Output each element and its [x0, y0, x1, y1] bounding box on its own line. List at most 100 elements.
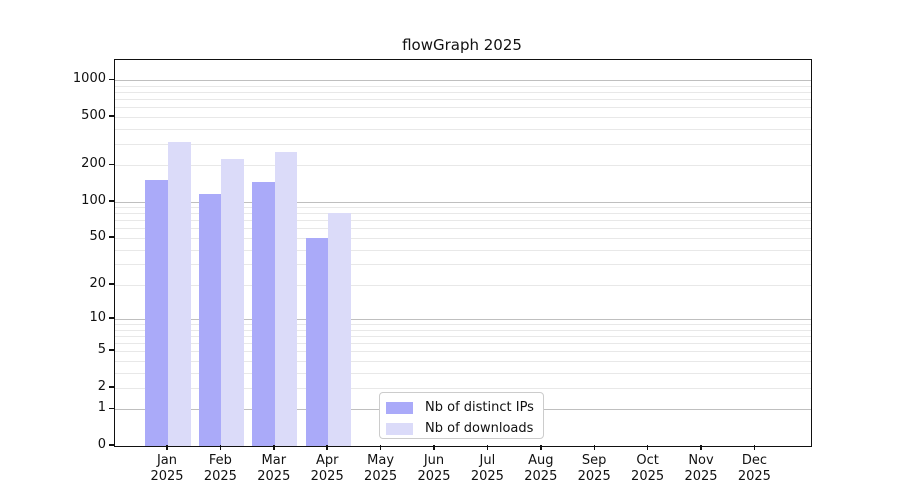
x-tick-mark-apr	[326, 445, 328, 450]
y-tick-mark-0	[109, 444, 114, 446]
y-tick-label-0: 0	[97, 437, 106, 452]
gridline-minor-30	[115, 264, 811, 266]
x-tick-year: 2025	[577, 469, 611, 484]
x-tick-mark-may	[379, 445, 382, 450]
gridline-minor-8	[115, 329, 811, 331]
x-tick-label-apr: Apr 2025	[295, 453, 359, 485]
x-tick-mark-sep	[593, 445, 595, 450]
gridline-minor-400	[115, 128, 811, 130]
x-tick-month: Mar	[261, 453, 287, 468]
x-tick-mark-dec	[753, 445, 756, 450]
x-tick-year: 2025	[150, 469, 184, 484]
x-tick-mark-jan	[166, 445, 168, 450]
x-tick-label-nov: Nov 2025	[669, 453, 733, 485]
y-tick-label-1: 1	[97, 400, 106, 416]
x-tick-label-dec: Dec 2025	[722, 453, 786, 485]
y-tick-label-200: 200	[81, 156, 106, 172]
legend-item-downloads: Nb of downloads	[386, 420, 533, 437]
gridline-minor-7	[115, 336, 811, 337]
x-tick-label-may: May 2025	[349, 453, 413, 485]
bar-ips-feb	[198, 193, 222, 446]
y-tick-mark-20	[109, 283, 114, 285]
y-tick-label-10: 10	[89, 310, 106, 326]
legend-label-distinct-ips: Nb of distinct IPs	[425, 400, 534, 415]
y-tick-mark-1	[109, 407, 114, 410]
x-tick-month: Jan	[156, 453, 178, 468]
gridline-minor-500	[115, 117, 811, 118]
x-tick-month: Feb	[208, 453, 232, 468]
x-tick-mark-oct	[646, 445, 649, 450]
x-tick-label-sep: Sep 2025	[562, 453, 626, 485]
gridline-minor-4	[115, 360, 811, 362]
x-tick-year: 2025	[684, 469, 718, 484]
y-tick-mark-200	[109, 163, 114, 166]
gridline-minor-90	[115, 207, 811, 209]
gridline-minor-5	[115, 351, 811, 353]
y-tick-mark-50	[109, 236, 114, 238]
y-tick-label-100: 100	[81, 192, 106, 208]
x-tick-label-jan: Jan 2025	[135, 453, 199, 485]
x-tick-label-jun: Jun 2025	[402, 453, 466, 485]
x-tick-year: 2025	[524, 469, 558, 484]
gridline-minor-800	[115, 92, 811, 94]
y-tick-mark-500	[109, 115, 114, 117]
x-tick-year: 2025	[257, 469, 291, 484]
gridline-major-10	[115, 319, 811, 321]
x-tick-year: 2025	[310, 469, 344, 484]
y-tick-label-1000: 1000	[72, 71, 106, 87]
x-tick-mark-aug	[540, 445, 542, 450]
bar-ips-apr	[305, 237, 329, 446]
x-tick-month: Oct	[636, 453, 659, 468]
y-tick-label-500: 500	[81, 108, 106, 123]
x-tick-mark-jun	[433, 445, 435, 450]
y-tick-label-50: 50	[89, 228, 106, 244]
gridline-minor-300	[115, 144, 811, 145]
legend-item-distinct-ips: Nb of distinct IPs	[386, 399, 534, 416]
legend-label-downloads: Nb of downloads	[425, 421, 534, 436]
gridline-minor-2	[115, 387, 811, 389]
x-tick-month: Apr	[315, 453, 339, 468]
y-tick-label-20: 20	[89, 275, 106, 291]
bar-downloads-apr	[328, 213, 351, 446]
x-tick-year: 2025	[364, 469, 398, 484]
gridline-minor-40	[115, 249, 811, 251]
y-tick-mark-100	[109, 200, 114, 202]
y-tick-mark-10	[109, 317, 114, 319]
y-tick-mark-1000	[109, 78, 114, 81]
gridline-minor-900	[115, 85, 811, 87]
gridline-minor-70	[115, 220, 811, 222]
x-tick-month: Jun	[423, 453, 445, 468]
legend-swatch-downloads	[386, 422, 413, 435]
x-tick-year: 2025	[470, 469, 504, 484]
x-tick-month: Dec	[741, 453, 767, 468]
gridline-major-1000	[115, 80, 811, 82]
y-tick-label-2: 2	[97, 378, 106, 394]
legend-swatch-distinct-ips	[386, 401, 413, 414]
x-tick-month: May	[367, 453, 395, 468]
legend: Nb of distinct IPs Nb of downloads	[379, 392, 544, 439]
x-tick-year: 2025	[417, 469, 451, 484]
x-tick-mark-nov	[700, 445, 702, 450]
x-tick-label-aug: Aug 2025	[509, 453, 573, 485]
gridline-minor-600	[115, 107, 811, 109]
x-tick-label-mar: Mar 2025	[242, 453, 306, 485]
x-tick-month: Nov	[688, 453, 714, 468]
x-tick-label-feb: Feb 2025	[188, 453, 252, 485]
bar-ips-mar	[252, 182, 275, 446]
x-tick-month: Aug	[528, 453, 554, 468]
x-tick-mark-mar	[273, 445, 275, 450]
gridline-minor-6	[115, 343, 811, 344]
bar-downloads-jan	[168, 142, 191, 446]
plot-area	[114, 59, 812, 447]
gridline-minor-700	[115, 99, 811, 101]
x-tick-label-jul: Jul 2025	[455, 453, 519, 485]
x-tick-year: 2025	[737, 469, 771, 484]
x-tick-year: 2025	[203, 469, 237, 484]
gridline-minor-20	[115, 284, 811, 286]
y-tick-mark-5	[109, 349, 114, 351]
gridline-minor-3	[115, 372, 811, 374]
x-tick-month: Jul	[479, 453, 496, 468]
x-tick-mark-feb	[219, 445, 222, 450]
gridline-minor-200	[115, 165, 811, 167]
x-tick-mark-jul	[486, 445, 489, 450]
